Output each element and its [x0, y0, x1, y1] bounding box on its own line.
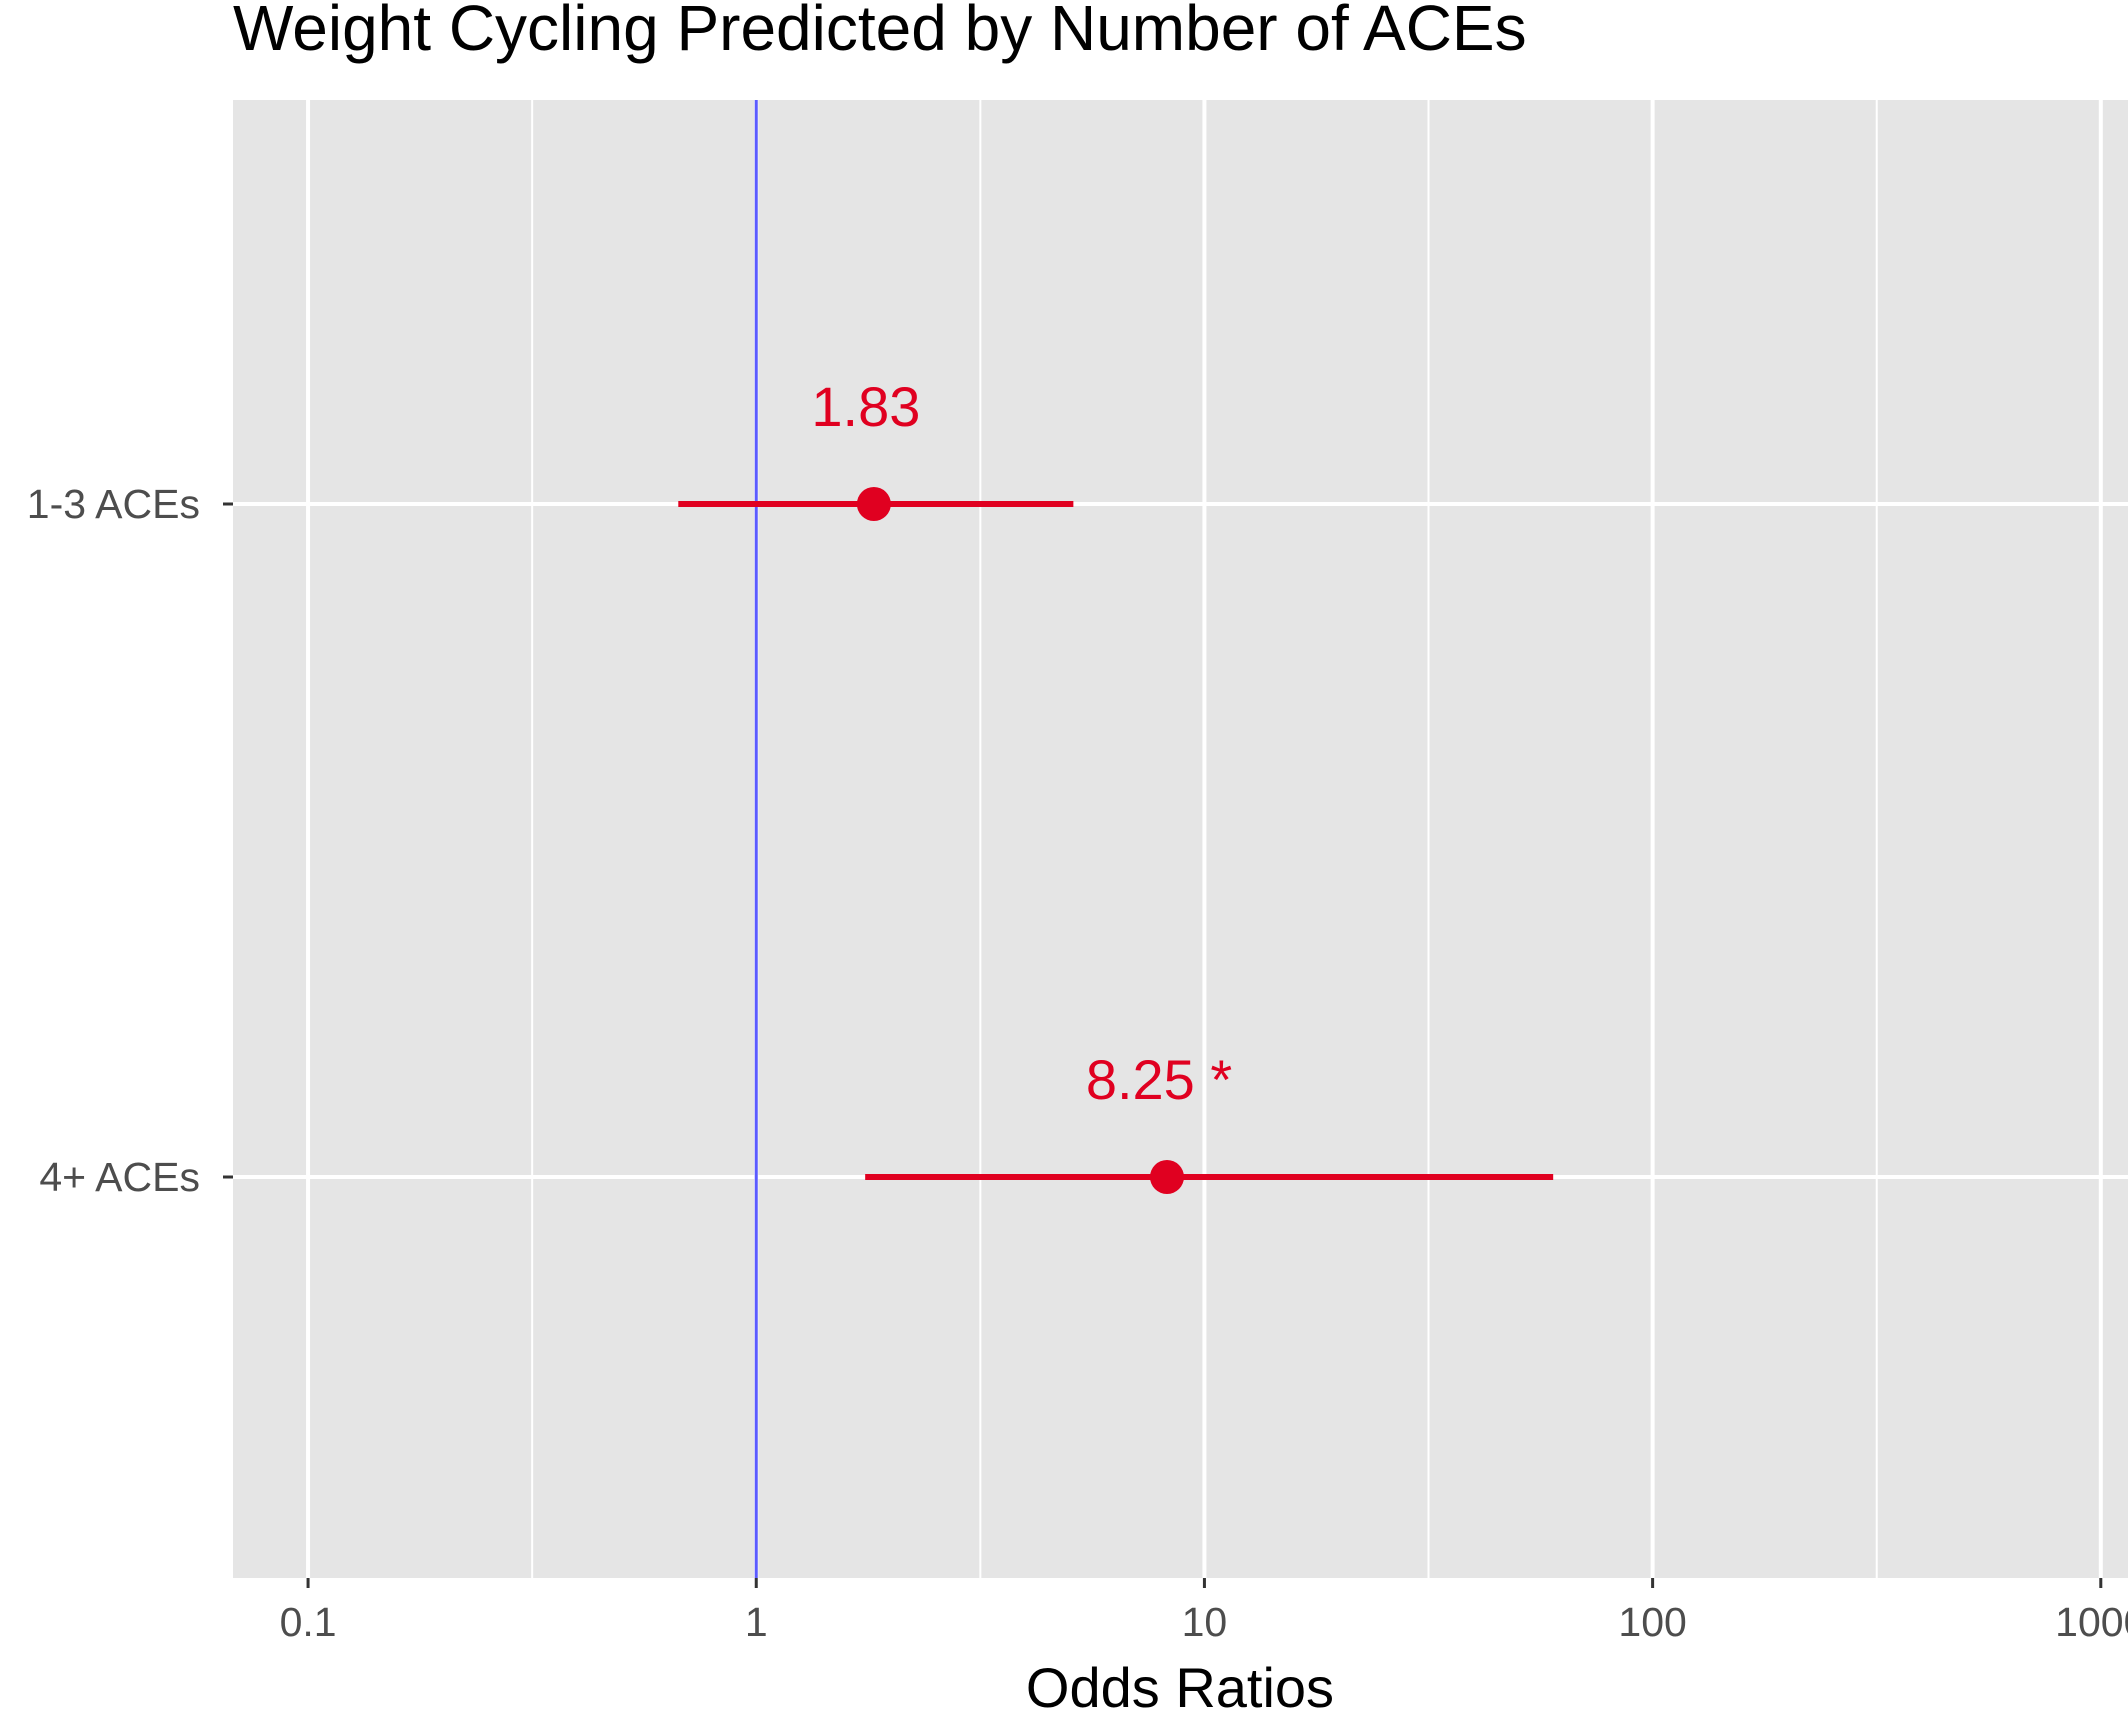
data-label: 1.83: [811, 375, 920, 438]
plot-panel: [233, 100, 2128, 1578]
chart-title: Weight Cycling Predicted by Number of AC…: [233, 0, 1527, 64]
data-point: [856, 487, 891, 521]
x-tick-label: 100: [1618, 1599, 1686, 1645]
x-axis: 0.1 1 10 100 1000: [280, 1578, 2128, 1645]
x-tick-label: 0.1: [280, 1599, 337, 1645]
data-label: 8.25 *: [1086, 1048, 1232, 1111]
data-point: [1149, 1160, 1184, 1194]
x-tick-label: 1: [745, 1599, 768, 1645]
x-tick-label: 1000: [2055, 1599, 2128, 1645]
x-axis-title: Odds Ratios: [1026, 1656, 1334, 1715]
data-marks: 1.83 8.25 *: [678, 375, 1554, 1194]
y-tick-label: 4+ ACEs: [39, 1154, 200, 1200]
y-axis: 1-3 ACEs 4+ ACEs: [27, 481, 233, 1200]
y-tick-label: 1-3 ACEs: [27, 481, 200, 527]
x-tick-label: 10: [1182, 1599, 1228, 1645]
